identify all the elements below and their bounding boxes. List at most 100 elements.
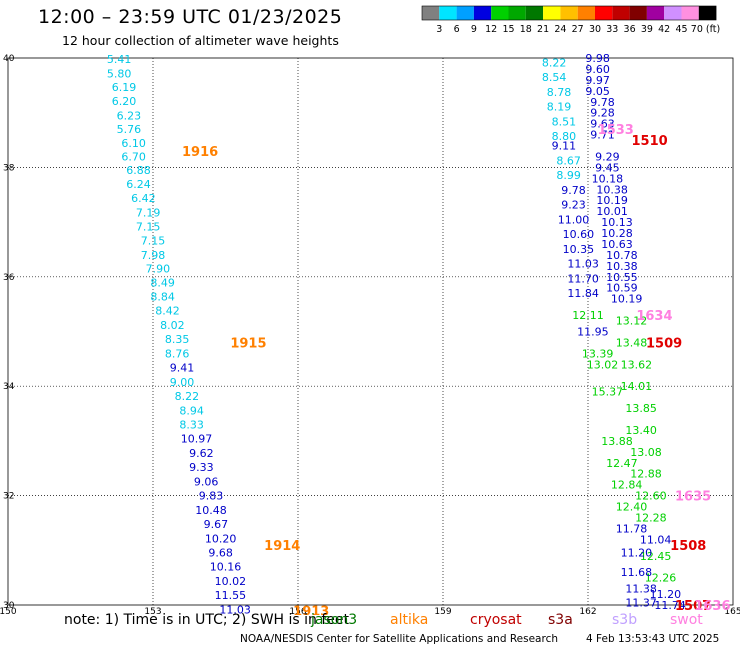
wave-height-value: 13.85 xyxy=(625,402,657,415)
wave-height-value: 10.59 xyxy=(606,282,638,295)
wave-height-value: 7.98 xyxy=(141,249,166,262)
colorbar-swatch xyxy=(612,6,630,20)
colorbar-swatch xyxy=(456,6,474,20)
wave-height-value: 12.88 xyxy=(630,468,662,481)
colorbar-swatch xyxy=(577,6,595,20)
wave-height-value: 11.70 xyxy=(567,272,599,285)
wave-height-value: 8.33 xyxy=(179,418,204,431)
footer-credit: NOAA/NESDIS Center for Satellite Applica… xyxy=(240,633,558,645)
wave-height-value: 9.78 xyxy=(561,184,586,197)
wave-height-value: 11.55 xyxy=(215,589,247,602)
satellite-legend-item: swot xyxy=(670,612,703,628)
wave-height-value: 6.70 xyxy=(121,150,146,163)
wave-height-value: 9.97 xyxy=(585,74,610,87)
wave-height-value: 11.20 xyxy=(650,588,682,601)
wave-height-value: 8.99 xyxy=(556,169,581,182)
y-tick-label: 38 xyxy=(3,163,15,173)
colorbar-swatch xyxy=(473,6,492,20)
x-tick-label: 162 xyxy=(579,607,596,615)
colorbar-label: 27 xyxy=(572,24,584,35)
colorbar-swatch xyxy=(698,6,717,20)
wave-height-value: 9.60 xyxy=(585,63,610,76)
wave-height-value: 8.22 xyxy=(542,56,567,69)
colorbar-label: 21 xyxy=(537,24,549,35)
wave-height-value: 10.02 xyxy=(215,575,247,588)
wave-height-value: 12.84 xyxy=(611,479,643,492)
wave-height-value: 11.00 xyxy=(558,213,590,226)
track-time-label: 1916 xyxy=(182,145,218,160)
wave-height-value: 10.97 xyxy=(181,433,213,446)
colorbar-label: 24 xyxy=(554,24,566,35)
colorbar-swatch xyxy=(525,6,544,20)
track-time-label: 1508 xyxy=(670,539,706,554)
satellite-legend-item: cryosat xyxy=(470,612,522,628)
wave-height-value: 9.45 xyxy=(595,161,620,174)
wave-height-value: 8.67 xyxy=(556,154,581,167)
wave-height-value: 13.08 xyxy=(630,446,662,459)
wave-height-value: 9.67 xyxy=(204,518,229,531)
colorbar-label: 18 xyxy=(520,24,532,35)
wave-height-value: 8.80 xyxy=(552,130,577,143)
wave-height-value: 8.19 xyxy=(547,101,572,114)
wave-height-value: 8.78 xyxy=(547,86,572,99)
wave-height-value: 7.15 xyxy=(136,220,161,233)
wave-height-value: 10.16 xyxy=(210,561,242,574)
wave-height-value: 5.80 xyxy=(107,67,132,80)
wave-height-value: 10.78 xyxy=(606,249,638,262)
wave-height-value: 8.02 xyxy=(160,319,185,332)
wave-height-value: 12.40 xyxy=(616,501,648,514)
footer-timestamp: 4 Feb 13:53:43 UTC 2025 xyxy=(586,633,720,645)
satellite-legend-item: s3a xyxy=(548,612,573,628)
y-tick-label: 36 xyxy=(3,273,15,283)
colorbar-swatch xyxy=(646,6,665,20)
wave-height-value: 9.29 xyxy=(595,150,620,163)
wave-height-value: 5.41 xyxy=(107,53,132,66)
wave-height-value: 9.78 xyxy=(590,96,615,109)
colorbar-label: 9 xyxy=(471,24,477,35)
y-tick-label: 30 xyxy=(3,601,15,611)
wave-height-value: 13.48 xyxy=(616,336,648,349)
wave-height-value: 14.01 xyxy=(621,380,653,393)
wave-height-value: 12.60 xyxy=(635,490,667,503)
wave-height-value: 9.28 xyxy=(590,107,615,120)
wave-height-value: 8.54 xyxy=(542,71,567,84)
colorbar-label: 33 xyxy=(606,24,618,35)
wave-height-value: 11.03 xyxy=(219,603,251,615)
colorbar-swatch xyxy=(491,6,509,20)
wave-height-value: 9.05 xyxy=(585,85,610,98)
wave-height-value: 11.03 xyxy=(567,258,599,271)
wave-height-value: 13.88 xyxy=(601,435,633,448)
colorbar-label: 39 xyxy=(641,24,653,35)
wave-height-value: 13.02 xyxy=(587,358,619,371)
wave-height-value: 10.01 xyxy=(596,205,628,218)
wave-height-value: 7.15 xyxy=(141,235,166,248)
track-time-label: 1533 xyxy=(598,123,634,138)
y-tick-label: 32 xyxy=(3,492,14,502)
footer-note: note: 1) Time is in UTC; 2) SWH is in fe… xyxy=(64,612,350,628)
track-time-label: 1635 xyxy=(675,490,711,505)
wave-height-value: 8.94 xyxy=(179,404,204,417)
colorbar-label: 45 xyxy=(675,24,687,35)
wave-height-value: 9.00 xyxy=(170,376,195,389)
chart-subtitle: 12 hour collection of altimeter wave hei… xyxy=(62,33,339,48)
wave-height-value: 6.19 xyxy=(112,81,137,94)
chart-title: 12:00 – 23:59 UTC 01/23/2025 xyxy=(38,6,343,28)
wave-height-value: 10.18 xyxy=(592,172,624,185)
x-tick-label: 153 xyxy=(144,607,161,615)
wave-height-value: 10.60 xyxy=(563,228,595,241)
y-tick-label: 40 xyxy=(3,54,15,64)
wave-height-value: 11.78 xyxy=(616,522,648,535)
colorbar-label: 70 (ft) xyxy=(691,24,720,35)
colorbar-swatch xyxy=(508,6,526,20)
track-time-label: 1636 xyxy=(694,599,730,614)
wave-height-value: 6.24 xyxy=(126,178,151,191)
wave-height-value: 6.20 xyxy=(112,95,137,108)
wave-height-value: 11.37 xyxy=(625,596,657,609)
wave-height-value: 10.63 xyxy=(601,238,633,251)
wave-height-value: 9.33 xyxy=(189,461,214,474)
y-tick-label: 34 xyxy=(3,382,15,392)
wave-height-value: 9.83 xyxy=(199,490,224,503)
wave-height-value: 11.38 xyxy=(625,583,657,596)
wave-height-value: 9.68 xyxy=(208,546,233,559)
wave-height-value: 13.62 xyxy=(621,358,653,371)
